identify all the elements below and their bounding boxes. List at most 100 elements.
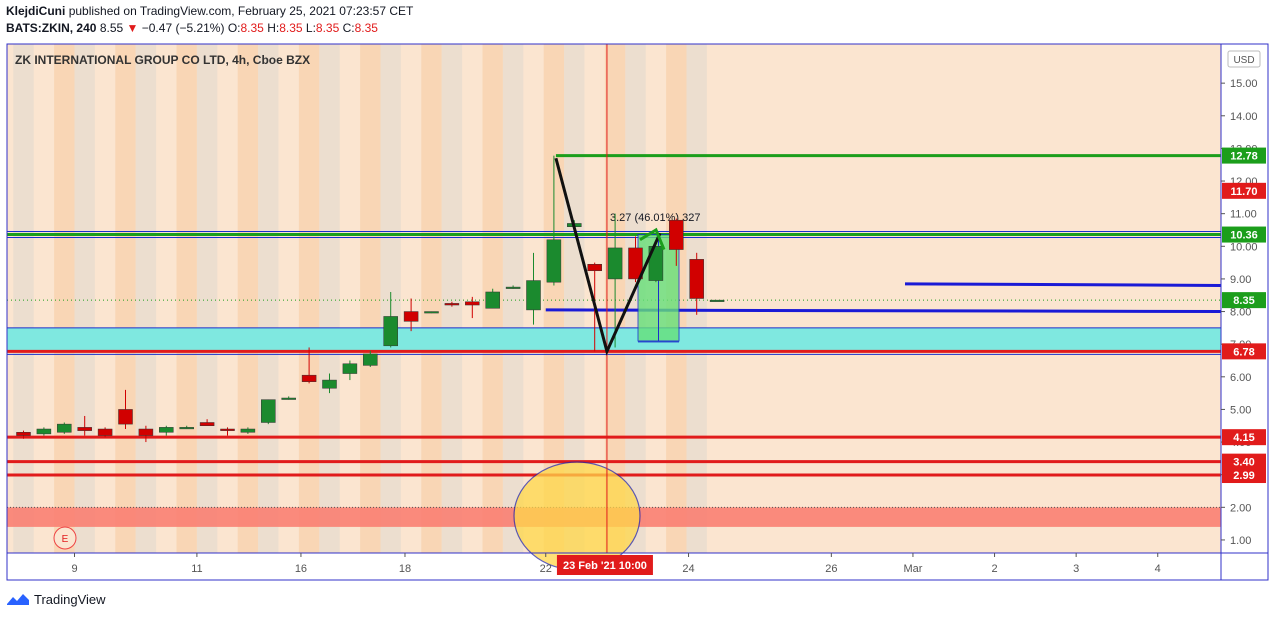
session-shade bbox=[319, 44, 340, 553]
high-value: 8.35 bbox=[279, 21, 303, 35]
candle-body bbox=[363, 353, 378, 366]
measure-label: 3.27 (46.01%) 327 bbox=[610, 212, 701, 224]
last-price: 8.55 bbox=[99, 21, 124, 35]
open-value: 8.35 bbox=[240, 21, 264, 35]
session-shade bbox=[237, 44, 259, 553]
low-value: 8.35 bbox=[315, 21, 340, 35]
price-tag-label: 10.36 bbox=[1230, 230, 1258, 242]
earnings-marker-label: E bbox=[62, 534, 69, 545]
low-label: L: bbox=[305, 21, 316, 35]
blue-trend-line bbox=[904, 282, 1222, 287]
symbol-label: BATS:ZKIN, 240 bbox=[6, 21, 97, 35]
x-tick-label: 24 bbox=[682, 563, 694, 575]
price-tag bbox=[1222, 226, 1266, 243]
session-shade bbox=[564, 44, 585, 553]
candle-body bbox=[689, 259, 704, 299]
candle-body bbox=[648, 246, 664, 281]
chart-frame bbox=[6, 43, 1269, 581]
open-label: O: bbox=[227, 21, 241, 35]
x-tick-label: 16 bbox=[295, 563, 307, 575]
zigzag-line bbox=[554, 157, 662, 356]
publish-info: KlejdiCuni published on TradingView.com,… bbox=[6, 4, 413, 18]
x-tick-label: 3 bbox=[1073, 563, 1079, 575]
x-tick-label: 18 bbox=[399, 563, 411, 575]
y-tick-label: 14.00 bbox=[1230, 111, 1258, 123]
session-shade bbox=[176, 44, 197, 553]
y-tick-label: 8.00 bbox=[1230, 307, 1251, 319]
price-tag-label: 2.99 bbox=[1233, 470, 1254, 482]
price-tag-label: 3.40 bbox=[1233, 457, 1254, 469]
x-tick-label: 9 bbox=[71, 563, 77, 575]
session-shade bbox=[54, 44, 75, 553]
candle-body bbox=[199, 422, 215, 427]
chart-title: ZK INTERNATIONAL GROUP CO LTD, 4h, Cboe … bbox=[15, 53, 310, 67]
candle-body bbox=[179, 427, 194, 430]
price-tag bbox=[1222, 182, 1266, 199]
price-tag bbox=[1222, 467, 1266, 484]
symbol-info: BATS:ZKIN, 240 8.55 ▼ −0.47 (−5.21%) O:8… bbox=[6, 21, 378, 35]
price-tag-label: 11.70 bbox=[1231, 186, 1258, 198]
y-tick-label: 6.00 bbox=[1230, 372, 1251, 384]
currency-label: USD bbox=[1233, 55, 1254, 66]
candle-body bbox=[97, 428, 113, 436]
down-arrow-icon: ▼ bbox=[126, 21, 139, 35]
session-shade bbox=[13, 44, 34, 553]
price-tag-label: 4.15 bbox=[1233, 432, 1254, 444]
candle-body bbox=[424, 311, 439, 314]
currency-box bbox=[1227, 50, 1261, 68]
price-tag-label: 8.35 bbox=[1233, 295, 1254, 307]
candle-body bbox=[505, 286, 521, 289]
price-tag bbox=[1222, 429, 1266, 446]
session-shade bbox=[360, 44, 381, 553]
candle-body bbox=[118, 409, 133, 425]
candle-body bbox=[709, 299, 725, 302]
publish-text: published on TradingView.com, February 2… bbox=[68, 4, 414, 18]
session-shade bbox=[421, 44, 442, 553]
crosshair-time-label: 23 Feb '21 10:00 bbox=[563, 560, 647, 572]
x-tick-label: 26 bbox=[825, 563, 837, 575]
session-shade bbox=[74, 44, 95, 553]
candle-body bbox=[77, 427, 92, 431]
green-arrow bbox=[639, 227, 666, 251]
candle-body bbox=[342, 363, 358, 374]
author-name[interactable]: KlejdiCuni bbox=[6, 4, 66, 18]
candle-body bbox=[383, 316, 398, 347]
x-tick-label: 4 bbox=[1155, 563, 1161, 575]
close-label: C: bbox=[342, 21, 355, 35]
y-tick-label: 10.00 bbox=[1230, 241, 1258, 253]
price-tag-label: 6.78 bbox=[1233, 346, 1254, 358]
tradingview-logo-icon bbox=[7, 594, 29, 605]
session-shade bbox=[441, 44, 463, 553]
candle-body bbox=[240, 428, 256, 433]
candle-body bbox=[220, 428, 235, 431]
session-shade bbox=[502, 44, 524, 553]
support-zone bbox=[6, 327, 1222, 352]
candle-body bbox=[587, 263, 602, 272]
session-shade bbox=[258, 44, 279, 553]
candle-body bbox=[57, 423, 72, 433]
candle-body bbox=[444, 303, 460, 306]
close-value: 8.35 bbox=[354, 21, 378, 35]
session-shade bbox=[115, 44, 136, 553]
candle-body bbox=[16, 432, 31, 436]
x-tick-label: 2 bbox=[991, 563, 997, 575]
session-shade bbox=[298, 44, 320, 553]
price-change: −0.47 (−5.21%) bbox=[141, 21, 225, 35]
y-tick-label: 11.00 bbox=[1230, 209, 1257, 221]
candle-body bbox=[281, 397, 296, 400]
candle-body bbox=[138, 428, 154, 436]
candle-body bbox=[526, 280, 541, 311]
session-shade bbox=[196, 44, 218, 553]
y-tick-label: 9.00 bbox=[1230, 274, 1251, 286]
candle-body bbox=[465, 301, 480, 306]
candle-body bbox=[546, 239, 562, 283]
candle-body bbox=[301, 374, 317, 382]
y-tick-label: 5.00 bbox=[1230, 404, 1251, 416]
tradingview-brand[interactable]: TradingView bbox=[6, 591, 106, 607]
high-label: H: bbox=[267, 21, 280, 35]
candle-body bbox=[607, 247, 623, 280]
candle-body bbox=[403, 311, 419, 322]
price-tag bbox=[1222, 453, 1266, 470]
x-tick-label: 22 bbox=[540, 563, 552, 575]
